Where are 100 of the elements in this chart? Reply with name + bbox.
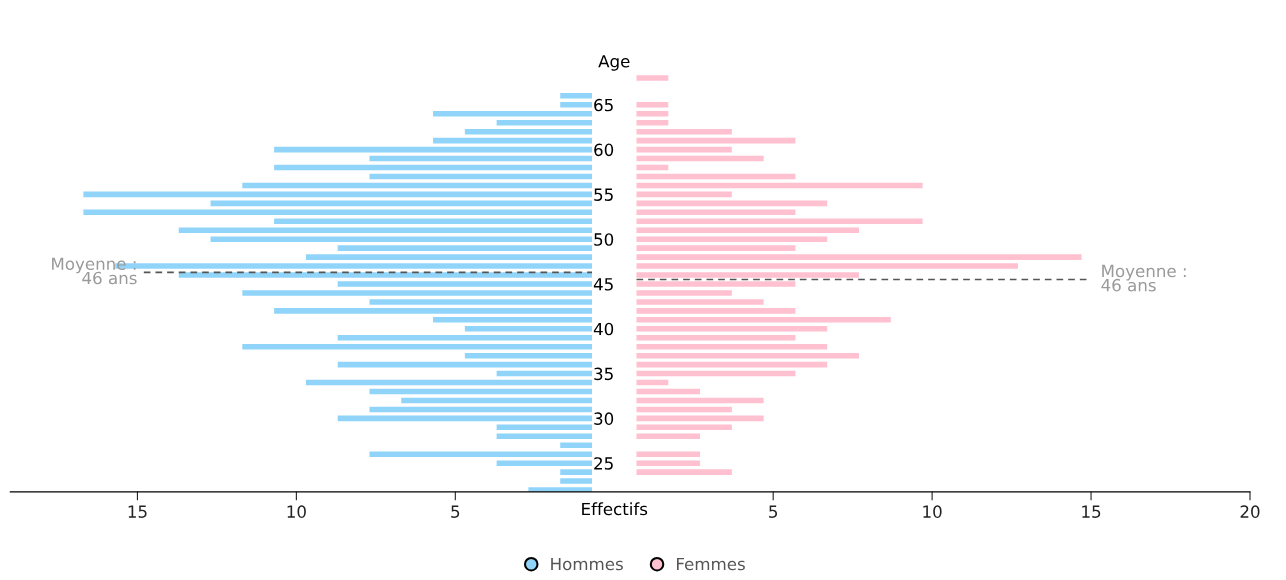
bar — [636, 370, 796, 377]
x-tick-label: 20 — [1240, 505, 1260, 518]
bar — [636, 415, 764, 422]
bar — [636, 308, 796, 314]
bar — [636, 146, 732, 153]
bar — [83, 191, 592, 198]
bar — [274, 218, 592, 225]
bar — [433, 110, 592, 117]
bar — [636, 343, 828, 350]
bar — [636, 290, 732, 296]
x-axis-title: Effectifs — [582, 502, 648, 516]
bar — [636, 119, 669, 126]
y-tick-label: 25 — [594, 457, 613, 470]
bar — [337, 281, 592, 287]
bar — [337, 361, 592, 368]
bar — [369, 451, 592, 457]
y-tick-label: 30 — [594, 412, 614, 425]
bar — [636, 164, 669, 171]
y-tick-label: 65 — [594, 98, 613, 112]
bar — [496, 460, 592, 466]
x-tick-label: 5 — [769, 505, 778, 518]
bar — [636, 182, 923, 189]
bar — [369, 173, 592, 180]
bar — [636, 299, 764, 305]
bar — [636, 317, 891, 323]
bar — [636, 254, 1082, 260]
x-tick-label: 15 — [1082, 505, 1101, 518]
bar — [560, 478, 592, 484]
bar — [305, 379, 592, 386]
bar — [433, 317, 592, 323]
bar — [636, 272, 860, 278]
bar — [636, 263, 1018, 269]
bar — [305, 254, 592, 260]
bar — [496, 433, 592, 440]
bar — [636, 75, 669, 81]
y-tick-label: 45 — [593, 278, 613, 291]
bar — [636, 469, 732, 475]
bar — [636, 173, 796, 180]
x-tick-label: 10 — [287, 505, 306, 518]
bar — [496, 370, 592, 377]
bar — [560, 442, 592, 449]
bar — [210, 200, 592, 207]
x-tick-label: 10 — [923, 505, 942, 518]
bar — [83, 209, 592, 216]
bar — [560, 102, 592, 108]
bar — [636, 433, 701, 440]
x-tick-label: 15 — [128, 505, 147, 518]
y-tick-label: 50 — [594, 233, 614, 246]
bar — [242, 290, 592, 296]
bar — [636, 102, 669, 108]
bar — [636, 209, 796, 216]
bar — [636, 451, 701, 457]
bar — [369, 299, 592, 305]
bar — [636, 397, 764, 404]
ref-line-label: Moyenne : 46 ans — [1101, 264, 1186, 292]
bar — [636, 406, 732, 413]
bar — [274, 164, 592, 171]
y-tick-label: 55 — [594, 188, 613, 201]
bar — [636, 361, 828, 368]
bar — [636, 155, 764, 162]
bar — [210, 236, 592, 242]
bar — [242, 343, 592, 350]
bar — [178, 272, 592, 278]
bar — [636, 128, 732, 135]
bar — [369, 155, 592, 162]
y-tick-label: 35 — [594, 367, 613, 381]
bar — [274, 146, 592, 153]
bar — [369, 388, 592, 395]
bar — [178, 227, 592, 234]
bar — [636, 352, 860, 359]
y-tick-label: 60 — [594, 143, 614, 157]
bar — [337, 415, 592, 422]
bar — [433, 137, 592, 144]
ref-line-label: Moyenne : 46 ans — [52, 257, 137, 285]
bar — [636, 281, 796, 287]
bar — [636, 227, 860, 234]
bar — [560, 93, 592, 99]
bar — [636, 334, 796, 341]
bar — [636, 326, 828, 332]
bar — [464, 128, 592, 135]
bar — [560, 469, 592, 475]
legend-label: Hommes — [551, 557, 623, 571]
bar — [274, 308, 592, 314]
bar — [636, 110, 669, 117]
bar — [337, 245, 592, 251]
bar — [369, 406, 592, 413]
bar — [496, 119, 592, 126]
bar — [636, 236, 828, 242]
bar — [636, 137, 796, 144]
bar — [464, 352, 592, 359]
y-tick-label: 40 — [593, 322, 614, 336]
bar — [401, 397, 592, 404]
y-axis-title: Age — [598, 55, 630, 71]
x-tick-label: 5 — [451, 505, 460, 518]
bar — [636, 245, 796, 251]
bar — [636, 460, 701, 466]
bar — [496, 424, 592, 431]
bar — [337, 334, 592, 341]
bar — [636, 200, 828, 207]
legend-label: Femmes — [677, 557, 745, 571]
